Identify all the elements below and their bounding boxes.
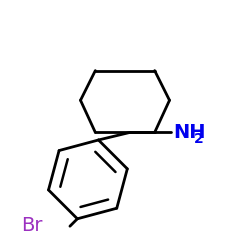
Text: Br: Br	[22, 216, 43, 234]
Text: NH: NH	[173, 123, 206, 142]
Text: 2: 2	[194, 132, 203, 145]
